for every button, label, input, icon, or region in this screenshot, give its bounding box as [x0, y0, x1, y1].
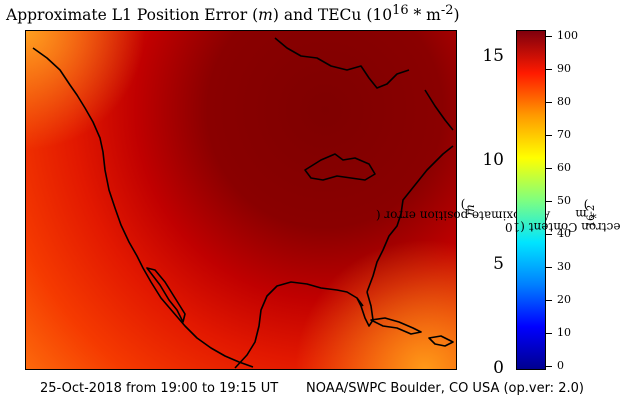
colorbar-tickmark: [546, 267, 552, 268]
colorbar-tick: 10: [557, 326, 571, 339]
colorbar-tick: 50: [557, 194, 571, 207]
tec-colorbar: [516, 30, 546, 370]
colorbar-tick: 30: [557, 260, 571, 273]
hispaniola: [428, 335, 454, 347]
time-range-caption: 25-Oct-2018 from 19:00 to 19:15 UT: [40, 381, 279, 396]
position-error-tick: 15: [482, 46, 504, 66]
colorbar-tickmark: [546, 69, 552, 70]
colorbar-tick: 100: [557, 29, 578, 42]
colorbar-tickmark: [546, 168, 552, 169]
map-title: Approximate L1 Position Error (m) and TE…: [6, 3, 460, 25]
tec-map-svg: [25, 30, 457, 370]
great-lakes: [304, 153, 376, 181]
florida: [356, 291, 374, 327]
coastlines: [32, 37, 454, 369]
tec-southeast-low: [25, 30, 457, 370]
atlantic-coast: [366, 145, 454, 293]
position-error-tick: 5: [493, 254, 504, 274]
position-error-tick: 10: [482, 150, 504, 170]
pacific-coastline: [32, 47, 254, 368]
position-error-tick: 0: [493, 358, 504, 378]
colorbar-tickmark: [546, 102, 552, 103]
labrador: [424, 89, 454, 131]
gulf-coast: [234, 281, 364, 369]
colorbar-tick: 40: [557, 227, 571, 240]
hudson-bay: [274, 37, 410, 89]
colorbar-tick: 90: [557, 62, 571, 75]
colorbar-tickmark: [546, 333, 552, 334]
cuba: [370, 317, 422, 335]
colorbar-tick: 20: [557, 293, 571, 306]
colorbar-tickmark: [546, 366, 552, 367]
baja-california: [146, 267, 186, 323]
colorbar-tick: 80: [557, 95, 571, 108]
source-caption: NOAA/SWPC Boulder, CO USA (op.ver: 2.0): [306, 381, 584, 396]
colorbar-tickmark: [546, 36, 552, 37]
colorbar-tickmark: [546, 135, 552, 136]
position-error-axis: 15 10 5 0: [472, 30, 506, 377]
colorbar-tick: 60: [557, 161, 571, 174]
colorbar-tick: 0: [557, 359, 564, 372]
colorbar-tickmark: [546, 201, 552, 202]
colorbar-tick: 70: [557, 128, 571, 141]
map-frame: [25, 30, 457, 370]
colorbar-tickmark: [546, 234, 552, 235]
tec-map: [25, 30, 457, 370]
colorbar-tickmark: [546, 300, 552, 301]
